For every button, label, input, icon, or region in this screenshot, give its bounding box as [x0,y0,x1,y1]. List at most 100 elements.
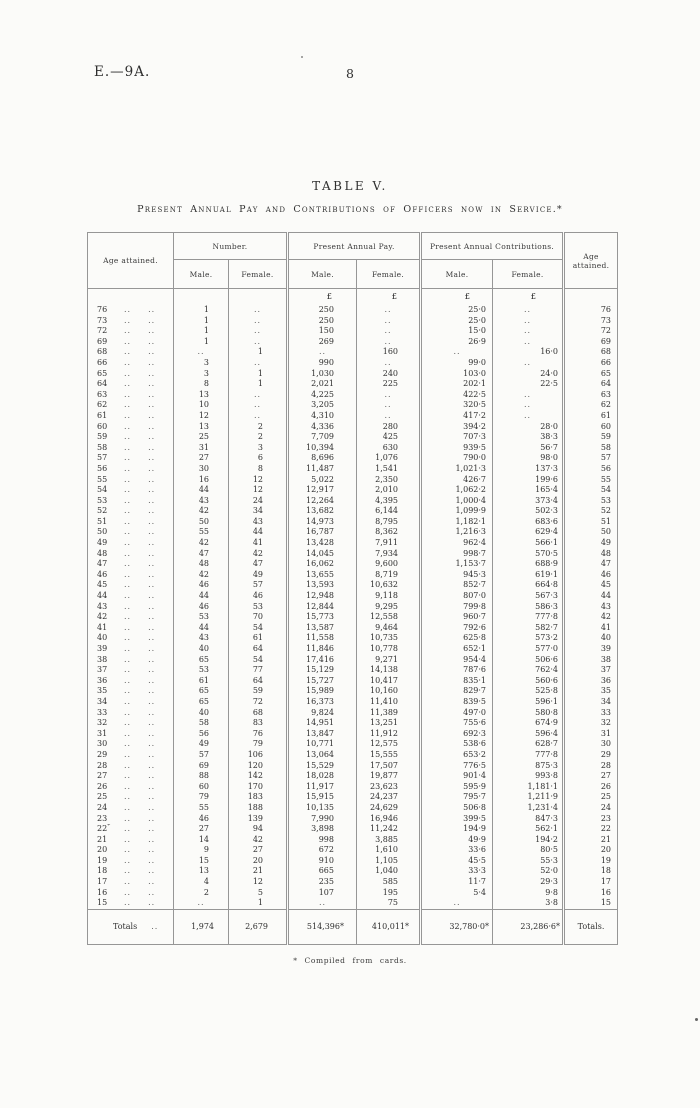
age-attained-left: 40.... [97,633,156,643]
number-male: 2 [173,887,229,899]
leader-dots: .. [148,813,156,823]
age-attained-left: 63.... [97,389,156,399]
leader-dots: .. [124,877,132,887]
number-female: 68 [228,707,288,719]
contributions-female: 137·3 [492,463,564,475]
pay-female: 2,350 [355,474,421,486]
leader-dots: .. [148,305,156,314]
leader-dots: .. [124,665,132,675]
age-attained-left: 22*.... [97,824,156,834]
table-row: 26.... 60 170 11,917 23,623 595·9 1,181·1 26 [88,781,618,793]
pay-female: 6,144 [355,506,421,517]
age-attained-left: 53.... [97,495,156,505]
age-attained-left: 19.... [97,855,156,865]
leader-dots: .. [148,739,156,749]
age-attained-right: 27 [562,771,618,782]
number-female: 49 [228,569,288,581]
contributions-male: 99·0 [419,357,493,369]
contributions-male: 960·7 [419,612,493,623]
contributions-female: 664·8 [492,580,564,592]
age-attained-right: 48 [562,548,618,560]
pay-female: 75 [355,898,421,910]
contributions-female: 52·0 [492,866,564,878]
number-male: .. [173,898,229,910]
contributions-female: 1,231·4 [492,802,564,814]
contributions-male: 799·8 [419,601,493,613]
number-male: 31 [173,442,229,454]
age-attained-right: 52 [562,506,618,517]
number-male: 44 [173,591,229,602]
pay-female: 4,395 [355,495,421,507]
leader-dots: .. [124,824,132,834]
number-female: 34 [228,506,288,517]
leader-dots: .. [124,442,132,452]
number-male: 13 [173,389,229,401]
number-male: 43 [173,633,229,644]
contributions-male: 5·4 [419,887,493,899]
pay-female: 10,778 [355,644,421,655]
number-male: 3 [173,368,229,380]
leader-dots: .. [148,718,156,728]
table-row: 28.... 69 120 15,529 17,507 776·5 875·3 28 [88,760,618,772]
table-row: 35.... 65 59 15,989 10,160 829·7 525·8 35 [88,686,618,697]
leader-dots: .. [148,559,156,569]
age-attained-left: 60.... [97,421,156,431]
age-attained-left: 33.... [97,707,156,717]
pay-female: 280 [355,421,421,433]
leader-dots: .. [124,845,132,855]
number-female: .. [228,400,288,411]
contributions-male: 939·5 [419,442,493,454]
leader-dots: .. [124,696,132,706]
leader-dots: .. [148,548,156,558]
number-female: 42 [228,834,288,846]
number-male: 56 [173,728,229,740]
table-row: 50.... 55 44 16,787 8,362 1,216·3 629·4 50 [88,527,618,539]
number-male: 13 [173,866,229,878]
pay-male: 13,682 [286,506,357,517]
contributions-male: 417·2 [419,410,493,422]
contributions-female: 199·6 [492,474,564,486]
age-attained-left: 35.... [97,686,156,696]
leader-dots: .. [148,336,156,346]
leader-dots: .. [148,675,156,685]
contributions-male: 1,216·3 [419,527,493,539]
age-attained-right: 45 [562,580,618,592]
number-female: 24 [228,495,288,507]
age-attained-left: 32.... [97,718,156,728]
number-female: 59 [228,686,288,697]
age-attained-right: 28 [562,760,618,772]
leader-dots: .. [124,463,132,473]
pay-female: 2,010 [355,485,421,496]
number-female: .. [228,389,288,401]
contributions-female: 570·5 [492,548,564,560]
pay-male: 15,129 [286,665,357,676]
contributions-female: 683·6 [492,516,564,528]
contributions-male: 1,000·4 [419,495,493,507]
number-female: 12 [228,474,288,486]
pay-male: 13,587 [286,622,357,634]
pay-male: 15,989 [286,686,357,697]
number-male: 53 [173,665,229,676]
number-female: 6 [228,453,288,464]
pound-sign: £ [492,288,564,305]
pay-female: 8,719 [355,569,421,581]
pay-female: 11,389 [355,707,421,719]
age-attained-left: 26.... [97,781,156,791]
pay-female: .. [355,315,421,327]
number-male: 40 [173,644,229,655]
table-header: Age attained. Number. Present Annual Pay… [87,232,618,289]
number-female: .. [228,357,288,369]
number-male: 47 [173,548,229,560]
number-female: 64 [228,644,288,655]
age-attained-left: 27.... [97,771,156,781]
leader-dots: .. [148,389,156,399]
header-pay-group: Present Annual Pay. [285,232,421,260]
pay-female: 195 [355,887,421,899]
age-attained-right: 51 [562,516,618,528]
contributions-male: 25·0 [419,315,493,327]
pay-female: 1,076 [355,453,421,464]
number-male: 61 [173,675,229,687]
pay-male: 12,948 [286,591,357,602]
leader-dots: .. [148,845,156,855]
